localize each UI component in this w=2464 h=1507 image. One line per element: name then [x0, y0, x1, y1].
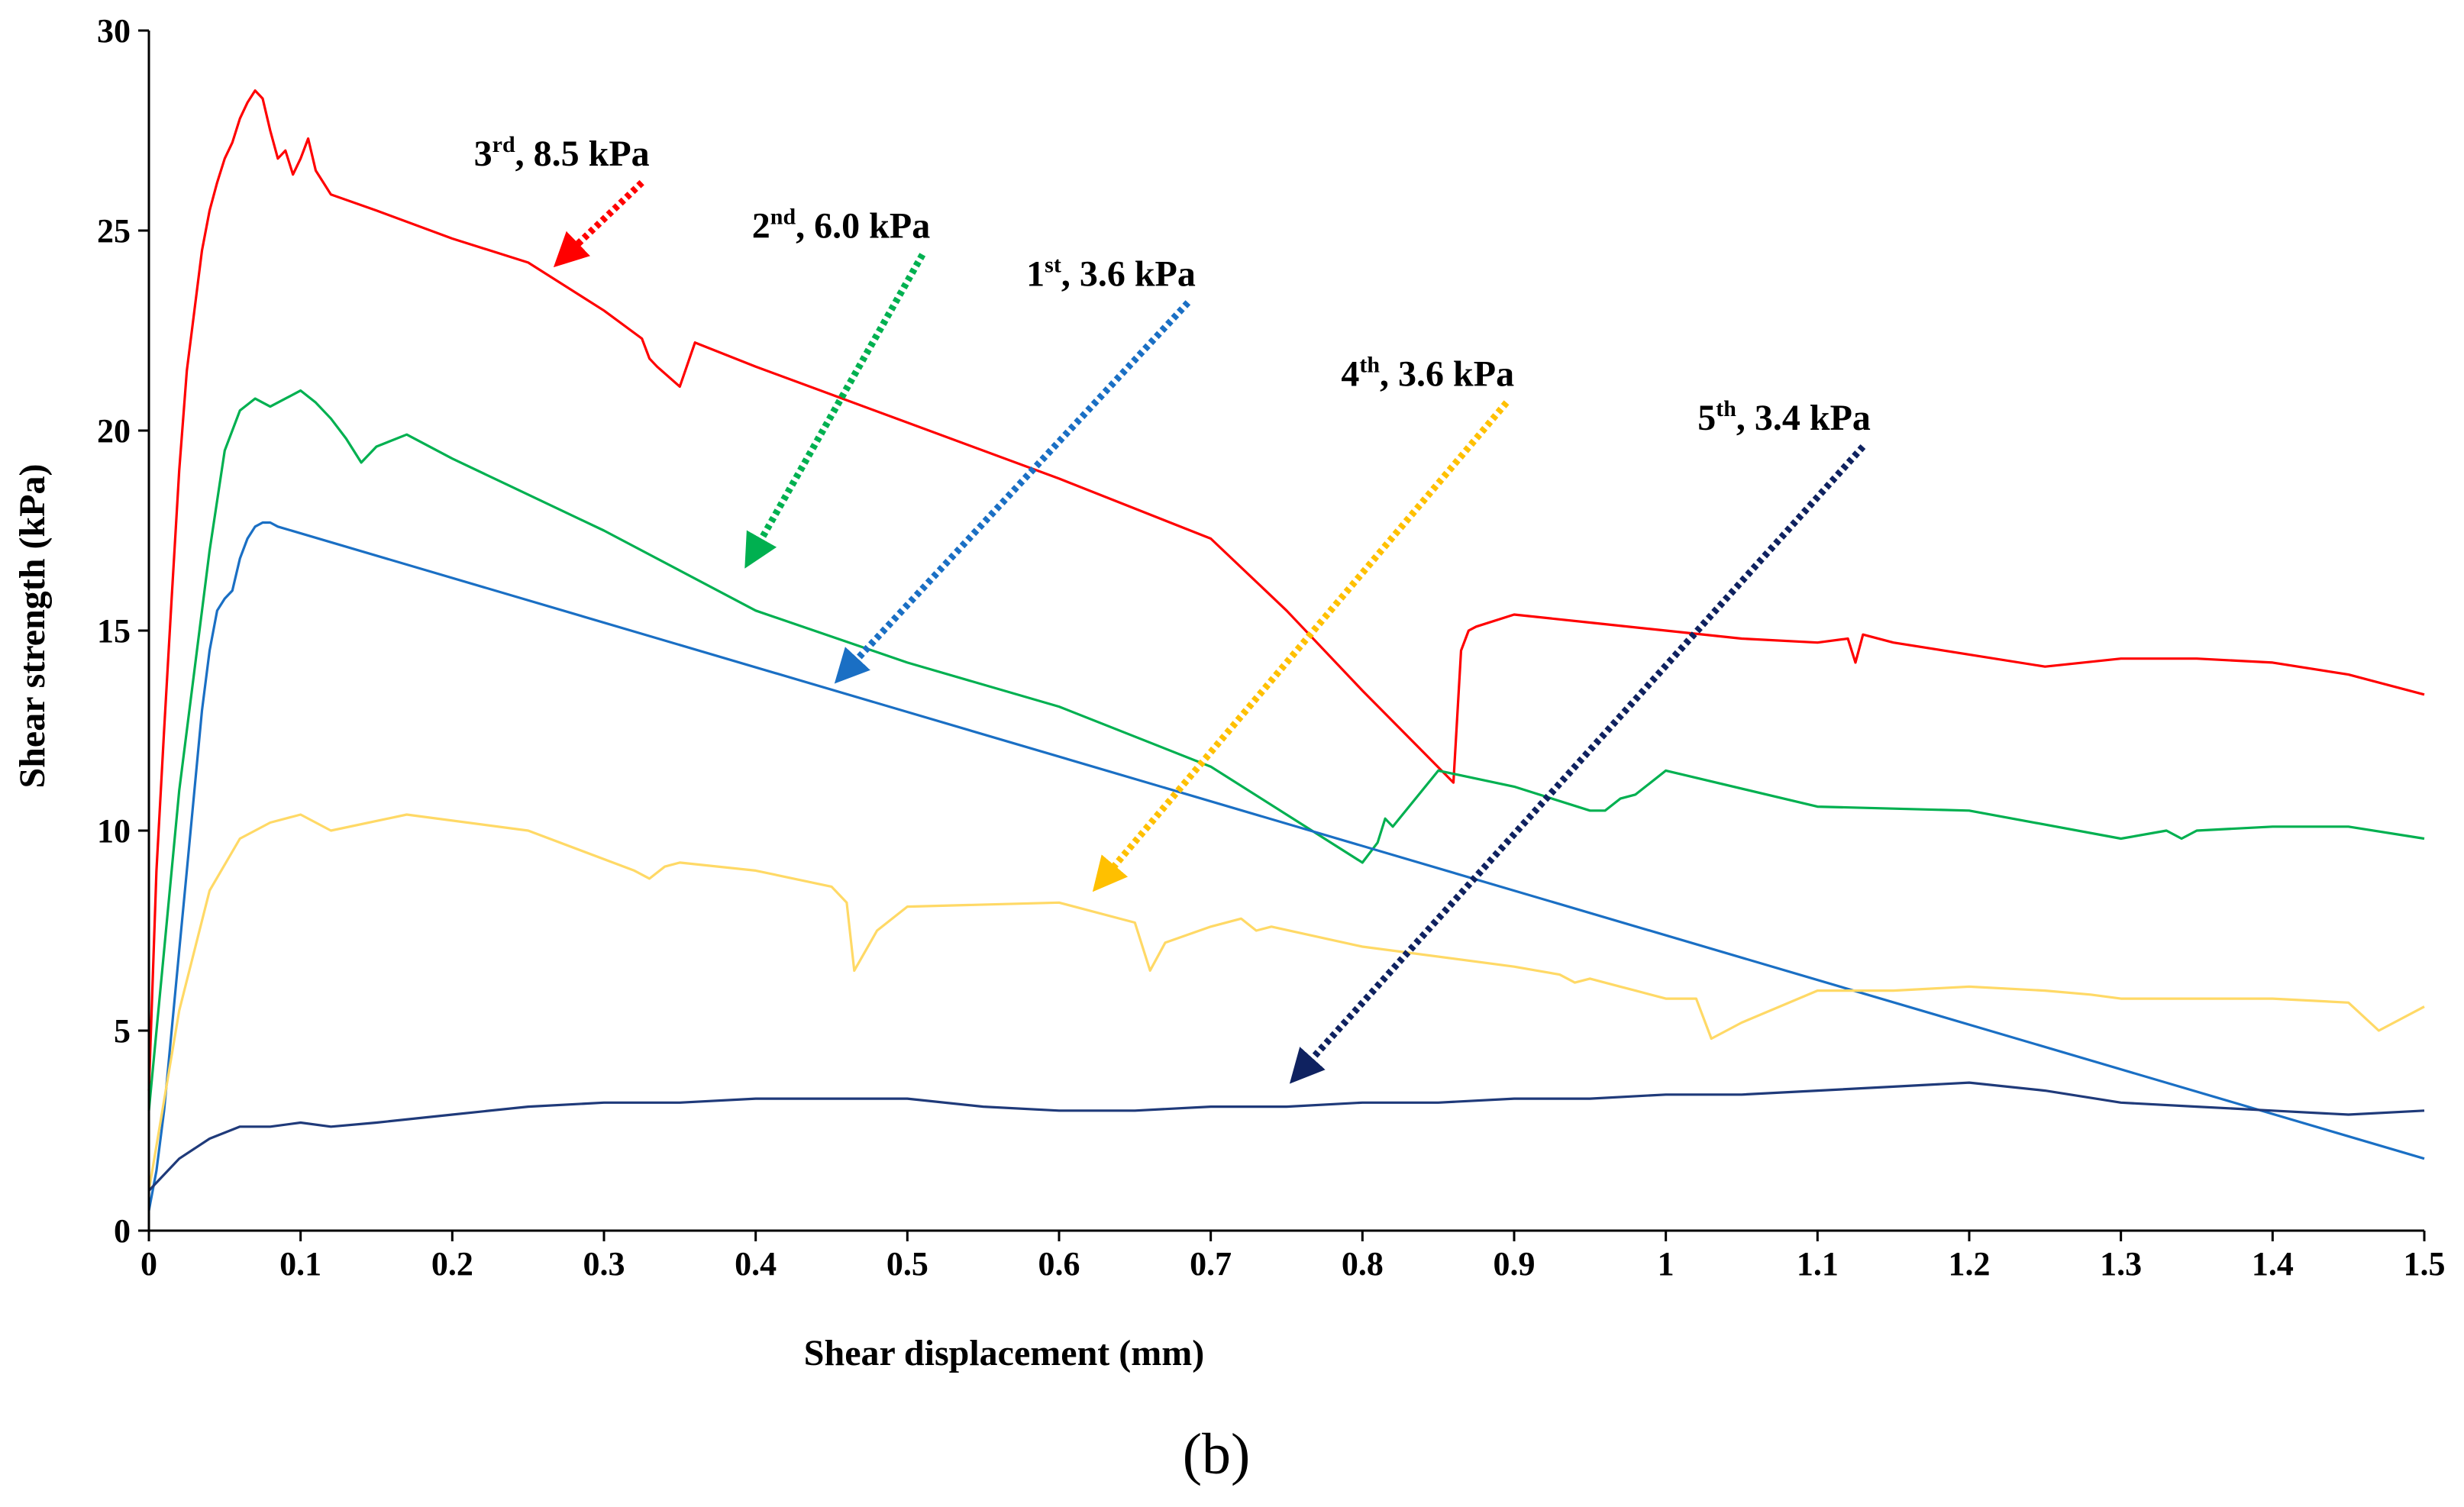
axes-layer — [147, 31, 2424, 1232]
figure-caption: (b) — [1183, 1422, 1251, 1486]
x-tick-label: 0.9 — [1494, 1245, 1536, 1283]
y-tick-label: 25 — [97, 212, 131, 250]
annotation-label: 3rd, 8.5 kPa — [474, 132, 650, 174]
annotation-label: 4th, 3.6 kPa — [1341, 352, 1514, 394]
x-tick-label: 1.4 — [2252, 1245, 2294, 1283]
y-tick-label: 0 — [114, 1212, 131, 1250]
annotation-label: 2nd, 6.0 kPa — [752, 204, 930, 246]
x-tick-label: 0.7 — [1190, 1245, 1232, 1283]
x-tick-label: 1.5 — [2404, 1245, 2446, 1283]
y-tick-label: 5 — [114, 1012, 131, 1050]
annotation-arrow — [834, 300, 1191, 684]
annotation-arrow — [744, 253, 926, 569]
x-tick-label: 0.8 — [1342, 1245, 1384, 1283]
series-line-5 — [147, 1081, 2425, 1192]
y-tick-label: 20 — [97, 412, 131, 450]
x-tick-label: 0.2 — [431, 1245, 473, 1283]
series-line-3 — [147, 521, 2425, 1212]
x-tick-label: 1.2 — [1949, 1245, 1991, 1283]
x-tick-label: 0.3 — [583, 1245, 625, 1283]
x-tick-label: 1.3 — [2100, 1245, 2142, 1283]
annotation-label: 5th, 3.4 kPa — [1697, 396, 1871, 438]
y-tick-label: 15 — [97, 612, 131, 650]
series-line-1 — [147, 89, 2425, 1091]
x-tick-label: 0 — [140, 1245, 157, 1283]
annotation-arrow — [553, 179, 644, 268]
series-line-4 — [147, 813, 2425, 1191]
x-tick-label: 0.5 — [886, 1245, 928, 1283]
x-tick-label: 0.4 — [735, 1245, 777, 1283]
x-tick-label: 0.6 — [1038, 1245, 1080, 1283]
series-line-2 — [147, 389, 2425, 1111]
y-tick-label: 30 — [97, 12, 131, 50]
annotation-layer: 3rd, 8.5 kPa 2nd, 6.0 kPa 1st, 3.6 kPa 4th,… — [474, 132, 1871, 1084]
y-axis-title: Shear strength (kPa) — [12, 464, 53, 789]
annotation-arrow — [1092, 400, 1510, 892]
annotation-arrow — [1289, 444, 1866, 1084]
tick-layer: 0 0.1 0.2 0.3 0.4 0.5 0.6 0.7 0.8 0.9 1 1.1 1.2 1.3 1.… — [97, 12, 2446, 1283]
series-layer — [147, 89, 2425, 1212]
x-axis-title: Shear displacement (mm) — [804, 1333, 1204, 1373]
x-tick-label: 1.1 — [1797, 1245, 1839, 1283]
y-tick-label: 10 — [97, 812, 131, 850]
x-tick-label: 0.1 — [279, 1245, 321, 1283]
annotation-label: 1st, 3.6 kPa — [1026, 252, 1196, 294]
x-tick-label: 1 — [1658, 1245, 1674, 1283]
